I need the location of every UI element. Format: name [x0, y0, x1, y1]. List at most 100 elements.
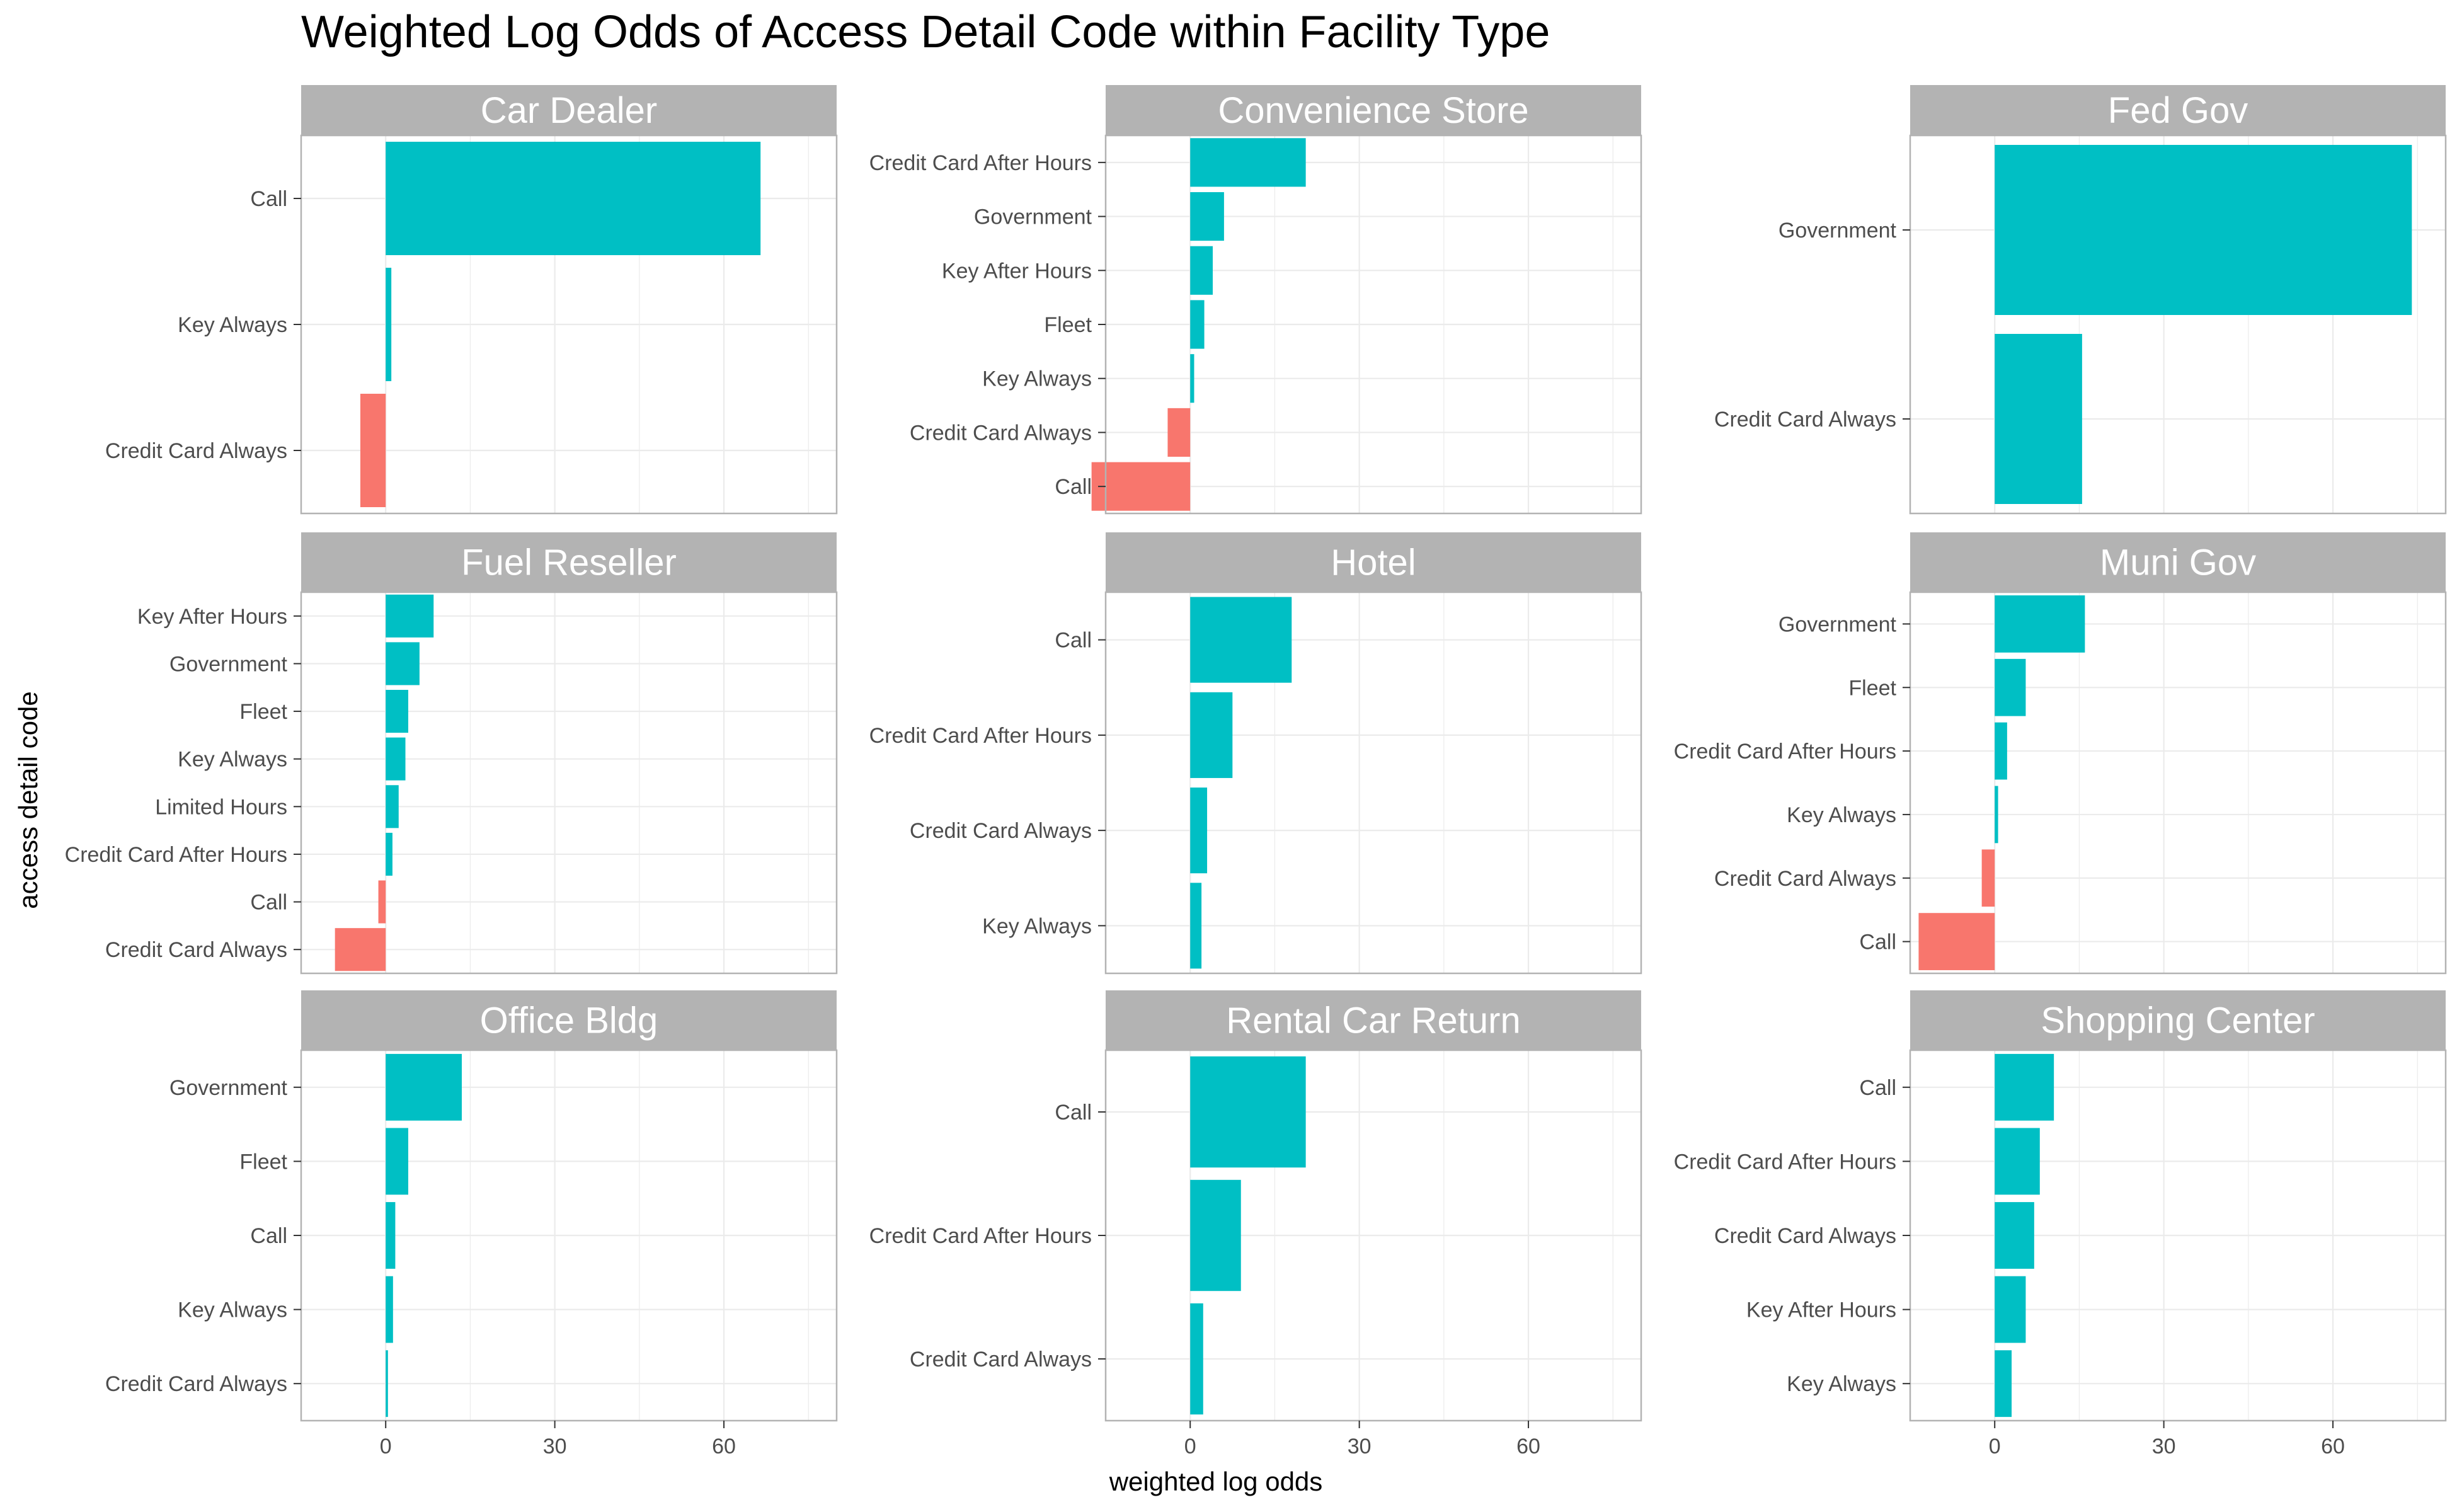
panel-rental-car-return: Rental Car Return Call Credit Card After H… — [869, 990, 1642, 1458]
bar-call — [386, 142, 761, 255]
y-tick-label: Credit Card Always — [910, 421, 1092, 445]
x-tick-label: 30 — [543, 1435, 567, 1458]
y-tick-label: Government — [169, 652, 288, 676]
panel-fed-gov: Fed Gov Government Credit Card Always — [1714, 85, 2447, 515]
bar-call — [378, 880, 386, 924]
bar-key-always — [386, 268, 392, 381]
y-tick-label: Key Always — [178, 313, 287, 337]
y-tick-label: Credit Card Always — [910, 819, 1092, 843]
bar-key-after-hours — [1190, 246, 1213, 295]
y-tick-label: Key Always — [1787, 1372, 1896, 1396]
y-axis-label: access detail code — [13, 691, 43, 909]
y-tick-label: Government — [1778, 219, 1897, 243]
x-tick-label: 0 — [1184, 1435, 1196, 1458]
bar-fleet — [386, 1128, 408, 1195]
x-tick-label: 0 — [1989, 1435, 2001, 1458]
panel-background — [1910, 592, 2446, 973]
bar-call — [1190, 597, 1292, 683]
bar-key-always — [386, 1276, 393, 1343]
y-tick-label: Key After Hours — [1746, 1298, 1896, 1322]
bar-government — [1995, 145, 2412, 315]
bar-credit-card-always — [360, 394, 386, 507]
y-tick-label: Key Always — [982, 367, 1092, 391]
strip-background — [301, 990, 837, 1050]
y-tick-label: Credit Card After Hours — [1674, 740, 1896, 764]
strip-label: Car Dealer — [481, 90, 657, 131]
bar-government — [1190, 192, 1224, 241]
strip-background — [1910, 990, 2446, 1050]
bar-fleet — [1190, 300, 1205, 349]
bar-key-always — [386, 737, 406, 781]
y-tick-label: Credit Card After Hours — [65, 843, 287, 867]
chart-title: Weighted Log Odds of Access Detail Code … — [301, 7, 1550, 57]
strip-background — [1106, 85, 1641, 135]
y-tick-label: Key Always — [178, 1298, 287, 1322]
panel-car-dealer: Car Dealer Call Key Always Credit Card Alwa… — [105, 85, 838, 515]
bar-key-after-hours — [1995, 1276, 2026, 1343]
panel-convenience-store: Convenience Store Credit Card After Hours… — [869, 85, 1642, 515]
strip-background — [1106, 532, 1641, 592]
bar-key-always — [1995, 786, 1998, 844]
y-tick-label: Credit Card After Hours — [869, 151, 1092, 175]
bar-credit-card-always — [1190, 1303, 1203, 1415]
y-tick-label: Key Always — [1787, 803, 1896, 827]
bar-call — [1918, 913, 1995, 970]
strip-label: Fed Gov — [2108, 90, 2248, 131]
bar-government — [386, 1053, 462, 1121]
panel-office-bldg: Office Bldg Government Fleet Call Key Always… — [105, 990, 838, 1458]
bar-key-always — [1190, 883, 1202, 969]
bar-government — [1995, 595, 2085, 653]
x-tick-label: 30 — [2152, 1435, 2176, 1458]
x-tick-label: 60 — [2321, 1435, 2345, 1458]
y-tick-label: Credit Card After Hours — [869, 724, 1092, 748]
y-tick-label: Government — [974, 205, 1092, 229]
x-axis-label: weighted log odds — [1109, 1467, 1323, 1496]
bar-key-always — [1995, 1350, 2012, 1418]
panel-fuel-reseller: Fuel Reseller Key After Hours Government Fl… — [65, 532, 838, 975]
y-tick-label: Call — [1055, 1101, 1092, 1125]
strip-background — [301, 532, 837, 592]
bar-credit-card-always — [1981, 849, 1995, 907]
bar-call — [1091, 462, 1191, 511]
panel-hotel: Hotel Call Credit Card After Hours Credit C… — [869, 532, 1642, 975]
panel-shopping-center: Shopping Center Call Credit Card After Hou… — [1674, 990, 2447, 1458]
bar-credit-card-after-hours — [1190, 692, 1233, 778]
bar-credit-card-after-hours — [1995, 722, 2007, 780]
strip-background — [1910, 85, 2446, 135]
y-tick-label: Key Always — [982, 914, 1092, 938]
strip-background — [301, 85, 837, 135]
bar-credit-card-after-hours — [1190, 138, 1306, 187]
y-tick-label: Call — [250, 187, 287, 211]
x-tick-label: 60 — [1516, 1435, 1540, 1458]
y-tick-label: Key After Hours — [942, 259, 1092, 283]
bar-call — [1995, 1053, 2054, 1121]
strip-label: Office Bldg — [480, 1000, 658, 1041]
panel-muni-gov: Muni Gov Government Fleet Credit Card After… — [1674, 532, 2447, 975]
y-tick-label: Limited Hours — [155, 795, 287, 819]
x-tick-label: 30 — [1348, 1435, 1372, 1458]
y-tick-label: Fleet — [1848, 676, 1896, 700]
bar-credit-card-always — [1995, 1202, 2034, 1269]
y-tick-label: Credit Card Always — [105, 1372, 287, 1396]
bar-credit-card-after-hours — [386, 832, 392, 876]
bar-credit-card-after-hours — [1190, 1179, 1241, 1292]
y-tick-label: Government — [169, 1076, 288, 1100]
y-tick-label: Credit Card Always — [1714, 408, 1896, 432]
bar-credit-card-always — [1995, 334, 2082, 504]
y-tick-label: Credit Card Always — [1714, 867, 1896, 891]
bar-credit-card-always — [386, 1350, 388, 1418]
bar-credit-card-always — [1190, 788, 1208, 874]
y-tick-label: Key After Hours — [137, 605, 287, 629]
y-tick-label: Credit Card After Hours — [1674, 1150, 1896, 1174]
bar-key-always — [1190, 354, 1194, 403]
y-tick-label: Credit Card Always — [105, 938, 287, 962]
bar-credit-card-always — [1167, 408, 1191, 457]
strip-label: Muni Gov — [2100, 542, 2256, 583]
y-tick-label: Call — [250, 1224, 287, 1248]
bar-credit-card-always — [335, 928, 386, 971]
bar-limited-hours — [386, 785, 399, 828]
y-tick-label: Credit Card Always — [910, 1348, 1092, 1372]
bar-call — [1190, 1056, 1306, 1168]
